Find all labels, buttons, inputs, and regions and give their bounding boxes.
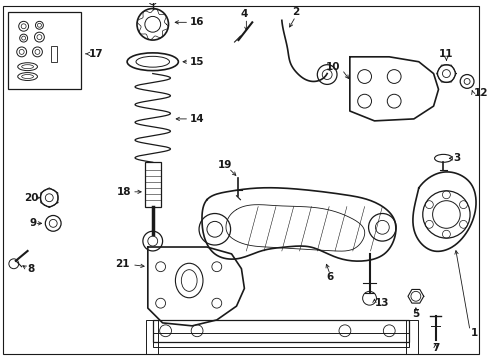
Text: 4: 4 [240,9,247,19]
Text: 14: 14 [190,114,204,124]
Bar [152,333,408,347]
Text: 16: 16 [190,17,204,27]
Text: 17: 17 [88,49,103,59]
Text: 18: 18 [116,187,131,197]
Text: 7: 7 [431,342,438,352]
Text: 10: 10 [325,62,339,72]
Text: 2: 2 [291,8,299,18]
Text: 12: 12 [473,88,488,98]
Text: 6: 6 [326,271,333,282]
Text: 1: 1 [470,328,477,338]
Bar [8,13,81,89]
Text: 19: 19 [217,160,231,170]
Bar [144,162,160,207]
Text: 5: 5 [411,309,419,319]
Text: 11: 11 [438,49,453,59]
Text: 8: 8 [27,264,35,274]
Text: 13: 13 [374,298,388,308]
Text: 20: 20 [23,193,38,203]
Text: 15: 15 [190,57,204,67]
Text: 21: 21 [115,259,130,269]
Bar [51,46,57,62]
Bar [152,320,408,342]
Bar [405,320,417,355]
Bar [145,320,157,355]
Text: 9: 9 [29,219,37,228]
Text: 3: 3 [452,153,460,163]
